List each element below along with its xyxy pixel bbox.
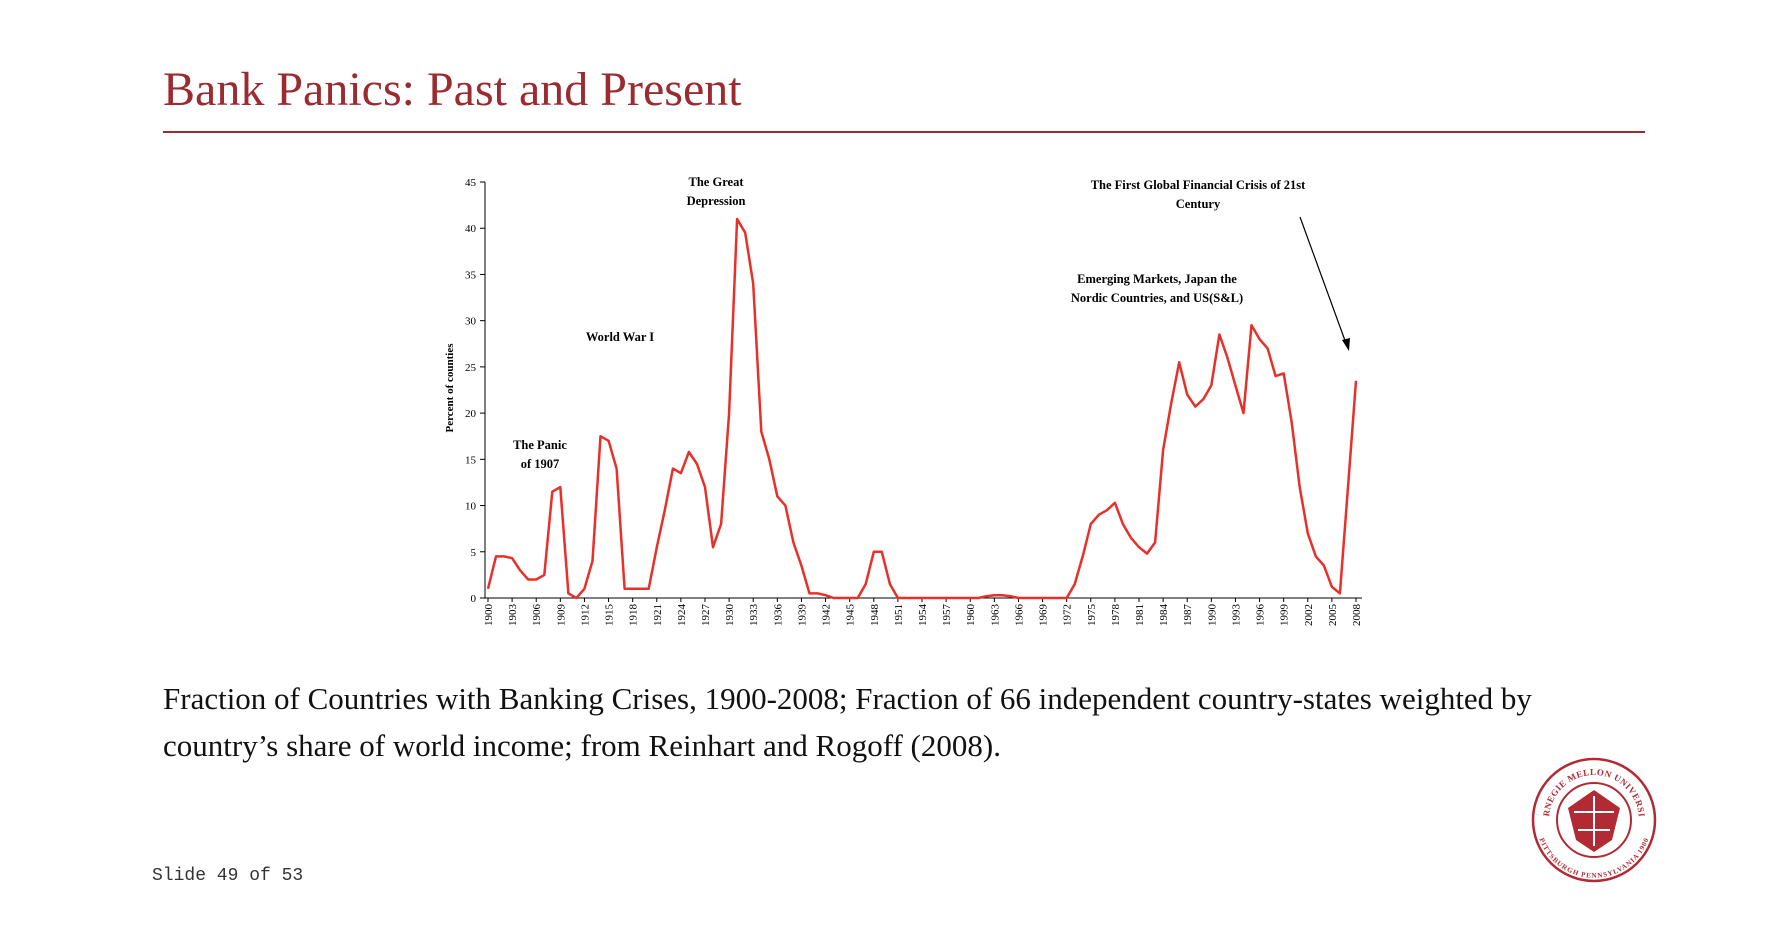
x-tick-label: 1987 (1182, 604, 1194, 627)
x-tick-label: 1972 (1062, 604, 1074, 626)
y-tick-label: 20 (465, 408, 477, 420)
logo-emblem-lines (1574, 796, 1614, 846)
annotation: The Panic (513, 438, 567, 452)
x-tick-label: 1963 (989, 604, 1001, 627)
annotation: Nordic Countries, and US(S&L) (1071, 291, 1243, 305)
y-tick-label: 5 (471, 547, 477, 559)
x-tick-label: 1981 (1134, 604, 1146, 626)
x-tick-label: 1930 (724, 604, 736, 627)
x-tick-label: 1912 (579, 604, 591, 626)
annotation: Emerging Markets, Japan the (1077, 272, 1237, 286)
x-tick-label: 2002 (1303, 604, 1315, 626)
data-line (486, 217, 1358, 600)
x-tick-label: 1969 (1038, 604, 1050, 627)
annotation: The First Global Financial Crisis of 21s… (1091, 178, 1306, 192)
x-tick-label: 1990 (1206, 604, 1218, 627)
x-tick-label: 2005 (1327, 604, 1339, 627)
y-tick-label: 10 (465, 501, 477, 513)
y-axis-label: Percent of counties (444, 343, 456, 433)
logo-ring (1556, 782, 1632, 858)
x-tick-label: 1999 (1279, 604, 1291, 627)
x-tick-label: 1966 (1013, 604, 1025, 627)
x-tick-label: 1909 (555, 604, 567, 627)
slide-title: Bank Panics: Past and Present (163, 63, 742, 116)
x-tick-label: 1954 (917, 604, 929, 627)
x-tick-label: 2008 (1351, 604, 1363, 627)
x-tick-label: 1921 (652, 604, 664, 626)
annotation: World War I (586, 330, 654, 344)
y-tick-label: 35 (465, 269, 477, 281)
x-tick-label: 1975 (1086, 604, 1098, 627)
y-tick-label: 0 (471, 593, 477, 605)
annotation: The Great (689, 175, 745, 189)
x-tick-label: 1960 (965, 604, 977, 627)
x-tick-label: 1993 (1230, 604, 1242, 627)
x-tick-label: 1942 (821, 604, 833, 626)
x-tick-label: 1924 (676, 604, 688, 627)
x-tick-label: 1957 (941, 604, 953, 627)
annotation: Century (1176, 197, 1221, 211)
x-tick-label: 1927 (700, 604, 712, 627)
annotation: Depression (687, 194, 746, 208)
x-tick-label: 1900 (483, 604, 495, 627)
x-tick-label: 1936 (772, 604, 784, 627)
x-tick-label: 1978 (1110, 604, 1122, 627)
y-tick-label: 30 (465, 316, 477, 328)
x-tick-label: 1996 (1255, 604, 1267, 627)
y-tick-label: 25 (465, 362, 477, 374)
annotation-arrowhead (1342, 338, 1350, 351)
y-tick-label: 45 (465, 177, 477, 189)
x-tick-label: 1918 (628, 604, 640, 627)
x-tick-label: 1903 (507, 604, 519, 627)
caption: Fraction of Countries with Banking Crise… (163, 681, 1532, 763)
x-tick-label: 1951 (893, 604, 905, 626)
x-tick-label: 1915 (604, 604, 616, 627)
x-tick-label: 1945 (845, 604, 857, 627)
y-tick-label: 40 (465, 223, 477, 235)
x-tick-label: 1933 (748, 604, 760, 627)
title-rule (163, 131, 1645, 133)
x-tick-label: 1906 (531, 604, 543, 627)
y-tick-label: 15 (465, 454, 477, 466)
logo-ring (1531, 757, 1657, 883)
x-tick-label: 1939 (796, 604, 808, 627)
slide-number: Slide 49 of 53 (152, 866, 304, 886)
annotation-arrow (1299, 216, 1348, 347)
x-tick-label: 1948 (869, 604, 881, 627)
annotation: of 1907 (521, 457, 560, 471)
x-tick-label: 1984 (1158, 604, 1170, 627)
